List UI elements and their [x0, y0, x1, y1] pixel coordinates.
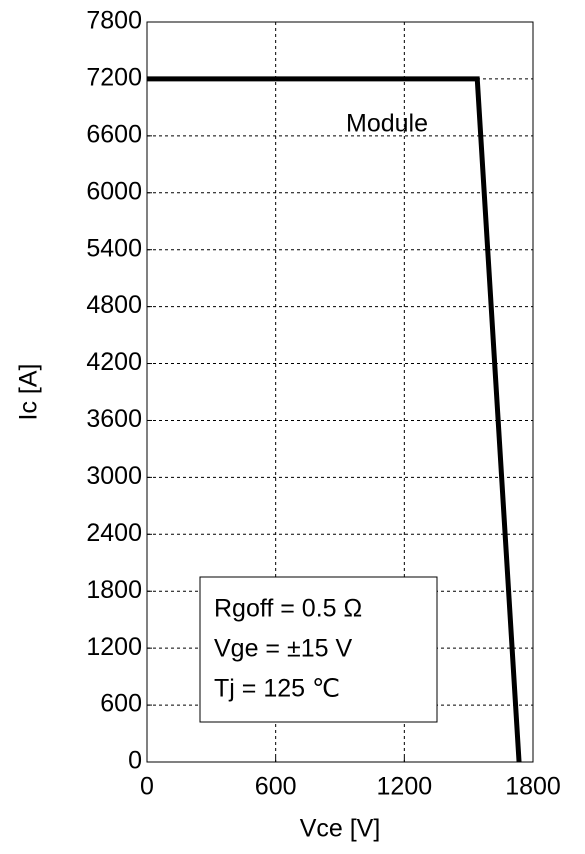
- plot-frame: [146, 21, 534, 763]
- y-tick-label: 7200: [86, 64, 142, 92]
- y-tick-label: 3000: [86, 462, 142, 490]
- x-tick-label: 0: [140, 773, 154, 801]
- y-tick-label: 7800: [86, 7, 142, 35]
- annotation: Rgoff = 0.5 Ω: [214, 595, 362, 623]
- y-tick-label: 4200: [86, 348, 142, 376]
- y-tick-label: 2400: [86, 519, 142, 547]
- line: [147, 76, 522, 763]
- x-tick-label: 1800: [505, 773, 561, 801]
- annotation-box: [199, 576, 438, 723]
- annotation: Vge = ±15 V: [214, 635, 352, 663]
- y-tick-label: 6000: [86, 177, 142, 205]
- x-tick-label: 1200: [377, 773, 433, 801]
- legend-label: Module: [346, 110, 428, 138]
- y-tick-label: 600: [100, 690, 142, 718]
- y-tick-label: 1800: [86, 576, 142, 604]
- y-tick-label: 6600: [86, 120, 142, 148]
- y-tick-label: 0: [128, 747, 142, 775]
- y-tick-label: 3600: [86, 405, 142, 433]
- y-tick-label: 5400: [86, 234, 142, 262]
- x-tick-label: 600: [255, 773, 297, 801]
- y-tick-label: 4800: [86, 291, 142, 319]
- annotation: Tj = 125 ℃: [214, 675, 340, 703]
- y-tick-label: 1200: [86, 633, 142, 661]
- y-axis-label: Ic [A]: [15, 364, 43, 421]
- x-axis-label: Vce [V]: [300, 815, 381, 843]
